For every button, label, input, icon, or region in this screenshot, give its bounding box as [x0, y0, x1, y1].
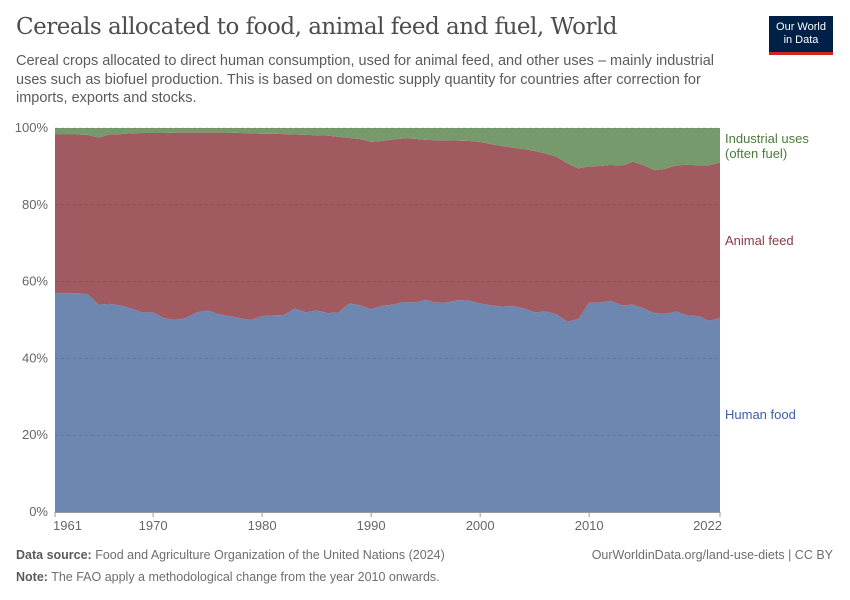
note-label: Note: — [16, 570, 48, 584]
y-tick-label: 20% — [22, 427, 48, 442]
chart-subtitle: Cereal crops allocated to direct human c… — [16, 53, 714, 106]
area-animal-feed — [55, 132, 720, 322]
x-tick-label: 2022 — [693, 518, 722, 533]
x-tick-label: 1961 — [53, 518, 82, 533]
x-tick-label: 1990 — [357, 518, 386, 533]
y-tick-label: 60% — [22, 274, 48, 289]
legend-label-human-food: Human food — [725, 407, 796, 422]
x-tick-label: 2010 — [575, 518, 604, 533]
source-text: Food and Agriculture Organization of the… — [95, 548, 445, 562]
area-human-food — [55, 293, 720, 512]
source-label: Data source: — [16, 548, 92, 562]
y-tick-label: 100% — [15, 120, 49, 135]
area-industrial-uses-often-fuel- — [55, 128, 720, 171]
legend-label-industrial-uses-often-fuel: (often fuel) — [725, 146, 787, 161]
x-tick-label: 2000 — [466, 518, 495, 533]
legend-label-animal-feed: Animal feed — [725, 233, 794, 248]
y-tick-label: 40% — [22, 350, 48, 365]
legend-label-industrial-uses-often-fuel: Industrial uses — [725, 131, 809, 146]
x-tick-label: 1980 — [248, 518, 277, 533]
note: Note: The FAO apply a methodological cha… — [16, 570, 440, 584]
source-url-link[interactable]: OurWorldinData.org/land-use-diets | CC B… — [591, 548, 833, 562]
note-text: The FAO apply a methodological change fr… — [51, 570, 440, 584]
y-tick-label: 0% — [29, 504, 48, 519]
data-source: Data source: Food and Agriculture Organi… — [16, 548, 445, 562]
owid-logo[interactable]: Our World in Data — [769, 16, 833, 55]
x-tick-label: 1970 — [139, 518, 168, 533]
y-tick-label: 80% — [22, 197, 48, 212]
logo-line-1: Our World — [776, 21, 826, 33]
chart-title: Cereals allocated to food, animal feed a… — [16, 14, 618, 40]
logo-line-2: in Data — [783, 34, 819, 46]
